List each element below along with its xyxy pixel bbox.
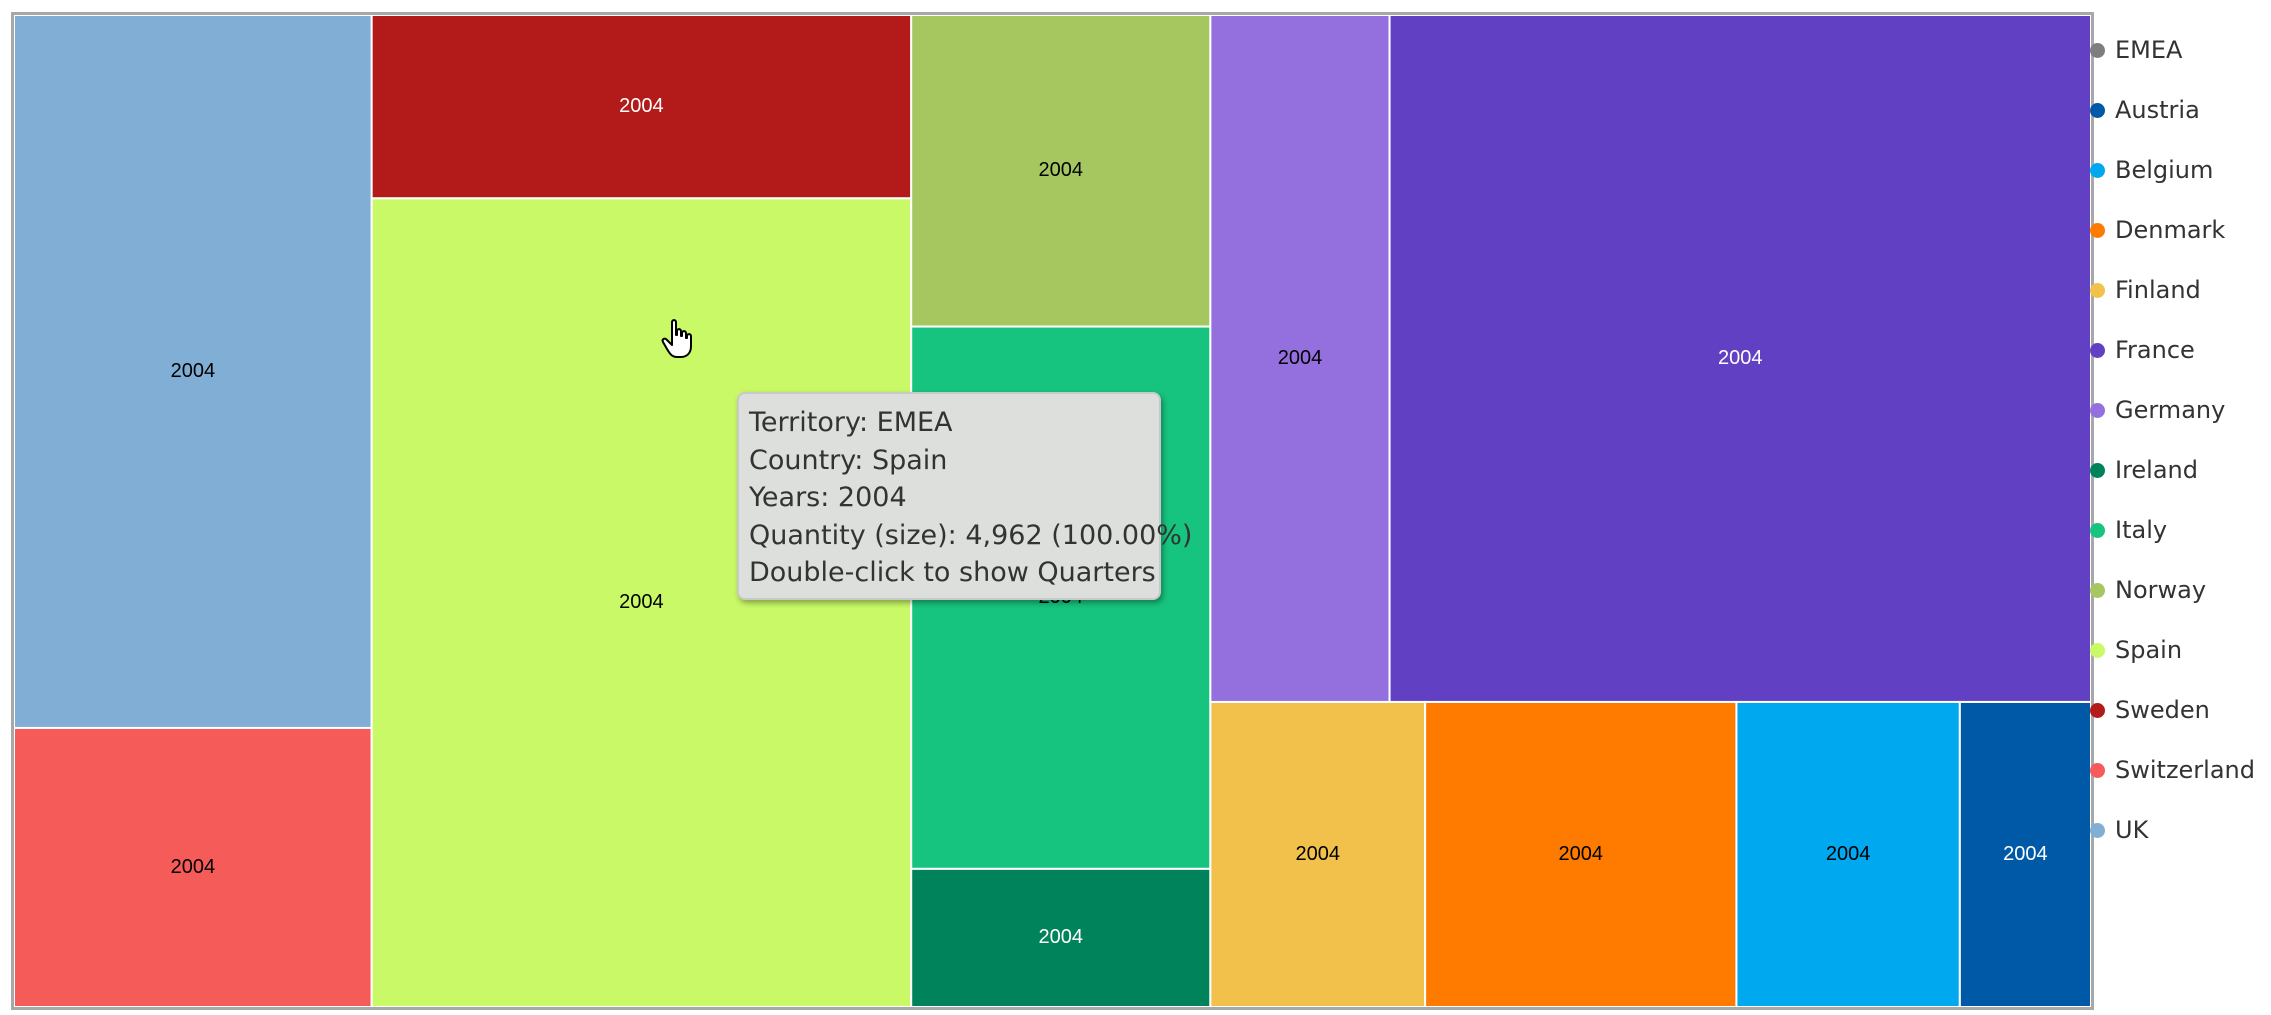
plot-border	[11, 12, 2094, 1010]
legend-swatch-finland	[2090, 282, 2105, 298]
tile-label-belgium: 2004	[1826, 843, 1871, 865]
legend-label-norway: Norway	[2115, 576, 2207, 604]
tile-label-germany: 2004	[1278, 347, 1323, 369]
legend-item-sweden[interactable]: Sweden	[2090, 690, 2210, 730]
legend-swatch-belgium	[2090, 162, 2105, 178]
tile-label-uk: 2004	[171, 360, 216, 382]
legend-label-denmark: Denmark	[2115, 216, 2226, 244]
legend-swatch-sweden	[2090, 702, 2105, 718]
legend-label-uk: UK	[2115, 816, 2149, 844]
legend-label-italy: Italy	[2115, 516, 2168, 544]
legend-label-ireland: Ireland	[2115, 456, 2199, 484]
tile-label-france: 2004	[1718, 347, 1763, 369]
tile-rect-germany[interactable]	[1209, 14, 1391, 703]
legend-swatch-ireland	[2090, 462, 2105, 478]
legend-item-spain[interactable]: Spain	[2090, 630, 2182, 670]
legend-item-italy[interactable]: Italy	[2090, 510, 2167, 550]
tile-austria[interactable]: 2004	[1958, 700, 2093, 1008]
tooltip: Territory: EMEA Country: Spain Years: 20…	[737, 392, 1193, 600]
tile-label-switzerland: 2004	[171, 856, 216, 878]
tile-label-austria: 2004	[2003, 843, 2048, 865]
legend-item-switzerland[interactable]: Switzerland	[2090, 750, 2255, 790]
tile-rect-ireland[interactable]	[910, 867, 1212, 1008]
tooltip-years: Years: 2004	[749, 482, 907, 513]
legend-label-switzerland: Switzerland	[2115, 756, 2255, 784]
tile-belgium[interactable]: 2004	[1735, 700, 1961, 1008]
tile-sweden[interactable]: 2004	[370, 14, 913, 200]
legend-item-finland[interactable]: Finland	[2090, 270, 2201, 310]
tile-label-sweden: 2004	[619, 95, 664, 117]
legend-label-austria: Austria	[2115, 96, 2200, 124]
tile-germany[interactable]: 2004	[1209, 14, 1391, 703]
legend-item-germany[interactable]: Germany	[2090, 390, 2225, 430]
tile-ireland[interactable]: 2004	[910, 867, 1212, 1008]
tile-label-ireland: 2004	[1039, 926, 1084, 948]
legend-label-finland: Finland	[2115, 276, 2201, 304]
legend-swatch-uk	[2090, 822, 2105, 838]
legend-swatch-austria	[2090, 102, 2105, 118]
tile-label-spain: 2004	[619, 591, 664, 613]
tooltip-territory: Territory: EMEA	[749, 407, 953, 438]
tile-rect-denmark[interactable]	[1424, 700, 1738, 1008]
legend-label-germany: Germany	[2115, 396, 2226, 424]
tile-rect-spain[interactable]	[370, 197, 913, 1008]
legend-item-austria[interactable]: Austria	[2090, 90, 2200, 130]
hand-pointer-icon	[661, 319, 692, 358]
legend-label-spain: Spain	[2115, 636, 2183, 664]
legend-item-france[interactable]: France	[2090, 330, 2195, 370]
tooltip-quantity: Quantity (size): 4,962 (100.00%)	[749, 519, 1193, 551]
tile-label-finland: 2004	[1295, 843, 1340, 865]
tooltip-country: Country: Spain	[749, 444, 948, 476]
tile-rect-norway[interactable]	[910, 14, 1212, 328]
tile-rect-uk[interactable]	[13, 14, 373, 729]
tile-france[interactable]: 2004	[1388, 14, 2092, 703]
tile-uk[interactable]: 2004	[13, 14, 373, 729]
tile-switzerland[interactable]: 2004	[13, 726, 373, 1009]
legend-item-denmark[interactable]: Denmark	[2090, 210, 2225, 250]
legend-swatch-germany	[2090, 402, 2105, 418]
legend-label-belgium: Belgium	[2115, 156, 2214, 184]
legend-label-france: France	[2115, 336, 2195, 364]
legend-swatch-france	[2090, 342, 2105, 358]
tile-label-denmark: 2004	[1559, 843, 1604, 865]
legend-item-belgium[interactable]: Belgium	[2090, 150, 2213, 190]
tile-label-norway: 2004	[1039, 159, 1084, 181]
legend-item-uk[interactable]: UK	[2090, 810, 2148, 850]
legend-label-sweden: Sweden	[2115, 696, 2210, 724]
legend-item-ireland[interactable]: Ireland	[2090, 450, 2198, 490]
legend-label-emea: EMEA	[2115, 36, 2183, 64]
legend-swatch-spain	[2090, 642, 2105, 658]
tile-norway[interactable]: 2004	[910, 14, 1212, 328]
legend-swatch-denmark	[2090, 222, 2105, 238]
legend-item-norway[interactable]: Norway	[2090, 570, 2206, 610]
tile-spain[interactable]: 2004	[370, 197, 913, 1008]
legend-swatch-emea	[2090, 42, 2105, 58]
tile-finland[interactable]: 2004	[1209, 700, 1427, 1008]
legend-swatch-norway	[2090, 582, 2105, 598]
tile-rect-france[interactable]	[1388, 14, 2092, 703]
tile-rect-sweden[interactable]	[370, 14, 913, 200]
tile-rect-austria[interactable]	[1958, 700, 2093, 1008]
tooltip-hint: Double-click to show Quarters	[749, 557, 1156, 588]
tile-rect-finland[interactable]	[1209, 700, 1427, 1008]
tile-denmark[interactable]: 2004	[1424, 700, 1738, 1008]
legend-item-emea[interactable]: EMEA	[2090, 30, 2182, 70]
legend-swatch-italy	[2090, 522, 2105, 538]
legend-swatch-switzerland	[2090, 762, 2105, 778]
